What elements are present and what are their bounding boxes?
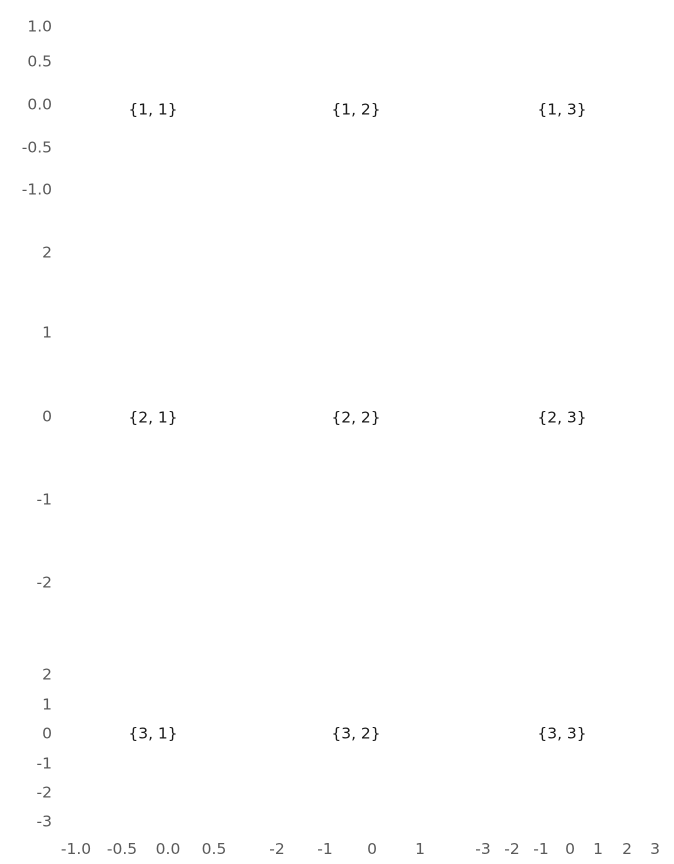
xtick-label-c2-3: 1 <box>415 840 425 858</box>
ytick-label-r1-4: -1.0 <box>21 180 52 199</box>
panel-label-2-1: {2, 1} <box>128 408 178 427</box>
ytick-label-r3-5: -3 <box>36 812 52 831</box>
ytick-label-r2-1: 1 <box>42 323 52 342</box>
xtick-label-c3-4: 1 <box>593 840 603 858</box>
ytick-label-r1-3: -0.5 <box>21 138 52 157</box>
ytick-label-r3-0: 2 <box>42 665 52 684</box>
xtick-label-c1-2: 0.0 <box>155 840 181 858</box>
panel-label-2-2: {2, 2} <box>331 408 381 427</box>
xtick-label-c3-1: -2 <box>504 840 520 858</box>
panel-label-2-3: {2, 3} <box>537 408 587 427</box>
xtick-label-c3-3: 0 <box>565 840 575 858</box>
xtick-label-c2-2: 0 <box>367 840 377 858</box>
panel-label-1-2: {1, 2} <box>331 100 381 119</box>
xtick-label-c1-0: -1.0 <box>60 840 92 858</box>
xtick-label-c1-1: -0.5 <box>106 840 138 858</box>
ytick-label-r1-0: 1.0 <box>27 17 52 36</box>
ytick-label-r3-2: 0 <box>42 724 52 743</box>
ytick-label-r3-3: -1 <box>36 754 52 773</box>
xtick-label-c3-6: 3 <box>650 840 660 858</box>
ytick-label-r1-2: 0.0 <box>27 95 52 114</box>
ytick-label-r1-1: 0.5 <box>27 52 52 71</box>
panel-label-3-2: {3, 2} <box>331 724 381 743</box>
ytick-label-r3-4: -2 <box>36 783 52 802</box>
ytick-label-r3-1: 1 <box>42 695 52 714</box>
panel-label-1-1: {1, 1} <box>128 100 178 119</box>
ytick-label-r2-4: -2 <box>36 573 52 592</box>
ytick-label-r2-0: 2 <box>42 243 52 262</box>
xtick-label-c2-1: -1 <box>317 840 333 858</box>
xtick-label-c1-3: 0.5 <box>201 840 227 858</box>
xtick-label-c3-5: 2 <box>622 840 632 858</box>
xtick-label-c2-0: -2 <box>269 840 285 858</box>
ytick-label-r2-2: 0 <box>42 407 52 426</box>
xtick-label-c3-2: -1 <box>533 840 549 858</box>
xtick-label-c3-0: -3 <box>475 840 491 858</box>
ytick-label-r2-3: -1 <box>36 490 52 509</box>
panel-label-3-1: {3, 1} <box>128 724 178 743</box>
panel-label-3-3: {3, 3} <box>537 724 587 743</box>
panel-label-1-3: {1, 3} <box>537 100 587 119</box>
